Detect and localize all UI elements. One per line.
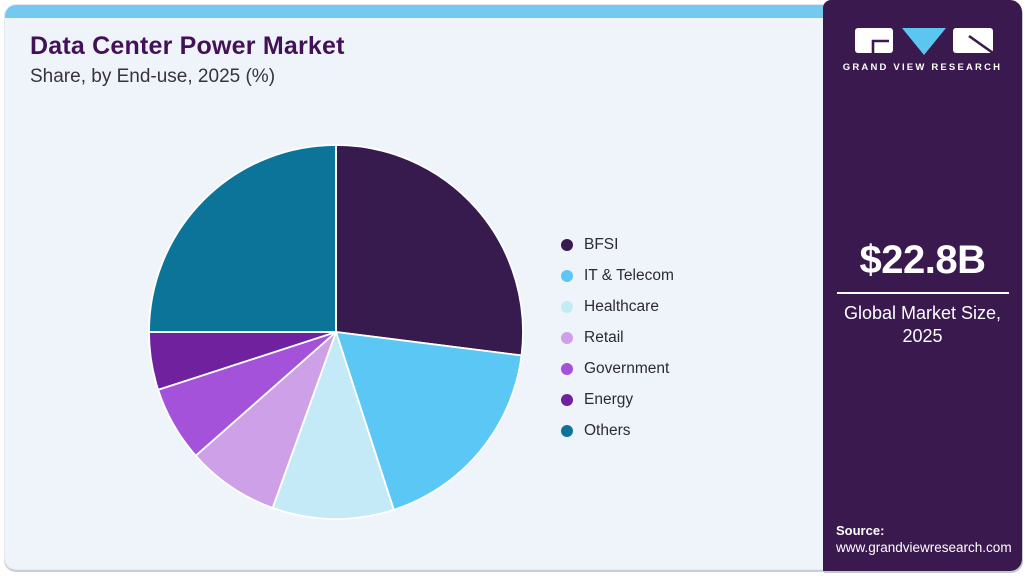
market-size-block: $22.8B Global Market Size, 2025 <box>823 238 1022 348</box>
legend-item-energy: Energy <box>561 384 674 415</box>
top-accent-bar <box>5 5 1021 18</box>
market-size-divider <box>836 292 1009 294</box>
legend: BFSI IT & Telecom Healthcare Retail Governme… <box>561 229 674 446</box>
gvr-logo-text: GRAND VIEW RESEARCH <box>842 62 1003 73</box>
pie-chart-svg <box>148 144 524 520</box>
source-block: Source: www.grandviewresearch.com <box>836 523 1012 555</box>
legend-bullet-icon <box>561 238 573 251</box>
pie-slice-others <box>148 144 337 333</box>
pie-chart <box>146 142 526 522</box>
legend-bullet-icon <box>561 424 573 437</box>
legend-label: IT & Telecom <box>584 266 674 284</box>
legend-bullet-icon <box>561 362 573 375</box>
legend-label: Others <box>584 421 631 439</box>
pie-slice-healthcare <box>271 331 395 520</box>
gvr-logo-icon <box>854 28 994 55</box>
legend-bullet-icon <box>561 269 573 282</box>
pie-slice-retail <box>194 331 337 509</box>
market-size-value: $22.8B <box>859 238 986 282</box>
legend-item-others: Others <box>561 415 674 446</box>
legend-label: Energy <box>584 390 634 408</box>
market-size-caption: Global Market Size, 2025 <box>843 303 1002 347</box>
legend-item-it-telecom: IT & Telecom <box>561 260 674 291</box>
page-title: Data Center Power Market <box>30 32 345 60</box>
legend-bullet-icon <box>561 393 573 406</box>
sidebar: GRAND VIEW RESEARCH $22.8B Global Market… <box>823 0 1022 571</box>
legend-item-government: Government <box>561 353 674 384</box>
logo-v-triangle <box>901 28 946 55</box>
source-label: Source: <box>836 523 885 538</box>
legend-label: Government <box>584 359 670 377</box>
gvr-logo: GRAND VIEW RESEARCH <box>823 26 1022 73</box>
legend-item-bfsi: BFSI <box>561 229 674 260</box>
legend-label: Healthcare <box>584 297 659 315</box>
pie-slice-it-telecom <box>335 331 523 511</box>
legend-item-healthcare: Healthcare <box>561 291 674 322</box>
legend-bullet-icon <box>561 300 573 313</box>
page-subtitle: Share, by End-use, 2025 (%) <box>30 66 276 87</box>
legend-item-retail: Retail <box>561 322 674 353</box>
legend-label: Retail <box>584 328 624 346</box>
pie-slice-bfsi <box>335 144 524 357</box>
source-url: www.grandviewresearch.com <box>836 540 1012 555</box>
legend-bullet-icon <box>561 331 573 344</box>
legend-label: BFSI <box>584 235 619 253</box>
